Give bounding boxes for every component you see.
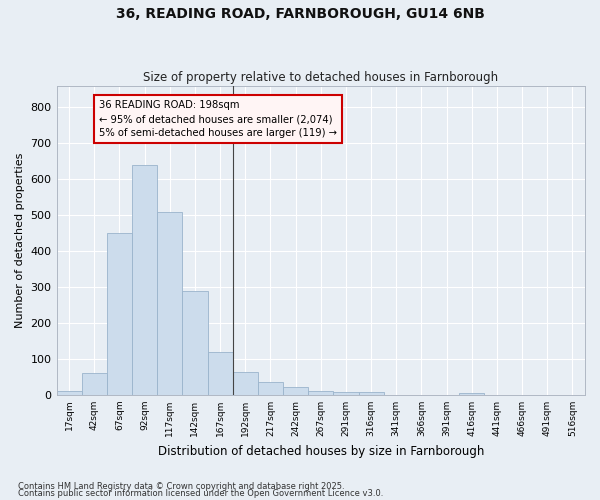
X-axis label: Distribution of detached houses by size in Farnborough: Distribution of detached houses by size … xyxy=(158,444,484,458)
Bar xyxy=(208,352,233,395)
Bar xyxy=(359,392,383,395)
Text: Contains public sector information licensed under the Open Government Licence v3: Contains public sector information licen… xyxy=(18,490,383,498)
Bar xyxy=(233,372,258,395)
Bar xyxy=(132,165,157,395)
Text: Contains HM Land Registry data © Crown copyright and database right 2025.: Contains HM Land Registry data © Crown c… xyxy=(18,482,344,491)
Text: 36 READING ROAD: 198sqm
← 95% of detached houses are smaller (2,074)
5% of semi-: 36 READING ROAD: 198sqm ← 95% of detache… xyxy=(100,100,337,138)
Bar xyxy=(334,392,359,395)
Bar xyxy=(258,382,283,395)
Bar xyxy=(459,393,484,395)
Bar xyxy=(56,390,82,395)
Bar xyxy=(182,290,208,395)
Y-axis label: Number of detached properties: Number of detached properties xyxy=(15,152,25,328)
Bar xyxy=(82,374,107,395)
Bar xyxy=(283,387,308,395)
Bar xyxy=(107,233,132,395)
Text: 36, READING ROAD, FARNBOROUGH, GU14 6NB: 36, READING ROAD, FARNBOROUGH, GU14 6NB xyxy=(116,8,484,22)
Bar xyxy=(157,212,182,395)
Bar xyxy=(308,392,334,395)
Title: Size of property relative to detached houses in Farnborough: Size of property relative to detached ho… xyxy=(143,72,499,85)
